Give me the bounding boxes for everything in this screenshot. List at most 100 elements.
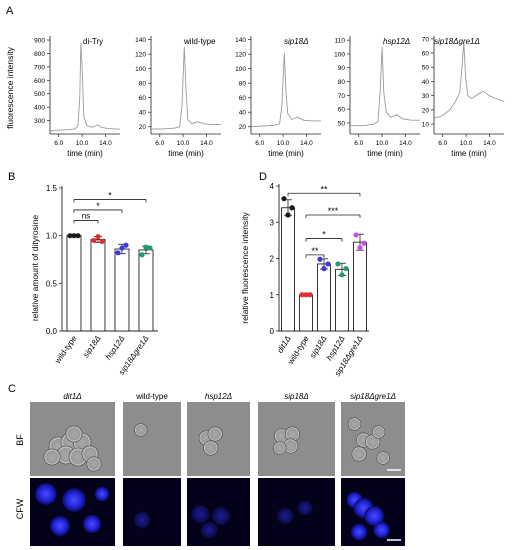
stained-cell	[277, 507, 294, 525]
significance-label: **	[320, 184, 328, 194]
y-tick-label: 50	[422, 65, 430, 72]
x-tick-label: 6.0	[438, 140, 447, 147]
data-point	[119, 245, 125, 251]
data-point	[339, 272, 345, 278]
stained-cell	[201, 521, 218, 539]
y-tick-label: 80	[139, 81, 147, 88]
data-point	[343, 266, 349, 272]
y-tick-label: 600	[34, 78, 45, 85]
stained-cell	[50, 516, 70, 536]
bar	[299, 294, 313, 332]
calcofluor-image	[258, 478, 335, 546]
data-point	[99, 238, 105, 244]
panel-label-c: C	[8, 383, 16, 395]
calcofluor-image	[123, 478, 181, 546]
yeast-cell	[372, 425, 386, 439]
yeast-cell	[86, 456, 102, 472]
y-tick-label: 60	[239, 95, 247, 102]
y-tick-label: 40	[422, 79, 430, 86]
y-tick-label: 1.0	[46, 232, 58, 241]
data-point	[303, 292, 309, 298]
x-axis-label: time (min)	[268, 149, 304, 158]
x-tick-label: 6.0	[255, 140, 264, 147]
category-label: dit1Δ	[275, 334, 292, 354]
column-label: hsp12Δ	[205, 392, 232, 401]
significance-label: **	[311, 246, 319, 256]
data-point	[91, 237, 97, 244]
dityrosine-y-axis-label: relative amount of dityrosine	[30, 215, 40, 322]
y-tick-label: 70	[338, 93, 346, 100]
fluorescence-bar-chart: 01234dit1Δwild-typesip18Δhsp12Δsip18Δgre…	[270, 182, 369, 378]
y-tick-label: 120	[135, 52, 146, 59]
y-tick-label: 30	[422, 93, 430, 100]
data-point	[353, 232, 359, 238]
chromatogram-trace	[250, 52, 321, 128]
x-tick-label: 10.0	[376, 140, 389, 147]
bright-field-image	[123, 402, 181, 476]
data-point	[67, 233, 73, 239]
y-tick-label: 80	[239, 81, 247, 88]
y-tick-label: 100	[135, 66, 146, 73]
x-axis-label: time (min)	[67, 149, 103, 158]
bar	[114, 248, 130, 332]
x-tick-label: 14.0	[99, 140, 112, 147]
y-tick-label: 100	[235, 66, 246, 73]
y-tick-label: 10	[422, 122, 430, 129]
y-tick-label: 4	[270, 182, 275, 191]
yeast-cell	[207, 426, 223, 442]
data-point	[321, 266, 327, 272]
y-tick-label: 1.5	[46, 184, 58, 193]
x-tick-label: 14.0	[200, 140, 213, 147]
category-label: sip18Δ	[81, 334, 102, 359]
row-label-bf: BF	[15, 434, 25, 446]
y-tick-label: 0	[270, 327, 275, 336]
y-tick-label: 0.0	[46, 327, 58, 336]
y-tick-label: 50	[338, 120, 346, 127]
column-label: dit1Δ	[63, 392, 81, 401]
trace-series-label: wild-type	[183, 37, 216, 46]
y-tick-label: 100	[334, 51, 345, 58]
column-label: sip18Δgre1Δ	[350, 392, 396, 401]
y-tick-label: 2	[270, 255, 275, 264]
stained-cell	[35, 483, 57, 505]
data-point	[307, 292, 313, 298]
column-label: sip18Δ	[284, 392, 309, 401]
significance-label: *	[96, 201, 100, 211]
bar	[281, 207, 295, 332]
bar	[66, 235, 82, 332]
chromatogram-y-axis-label: fluorescence intensity	[5, 46, 15, 128]
data-point	[75, 233, 81, 239]
x-axis-label: time (min)	[367, 149, 403, 158]
y-tick-label: 90	[338, 65, 346, 72]
bar	[90, 239, 106, 332]
y-tick-label: 700	[34, 64, 45, 71]
yeast-cell	[273, 441, 287, 455]
significance-label: ns	[82, 211, 90, 220]
column-label: wild-type	[135, 392, 168, 401]
y-tick-label: 0.5	[46, 279, 58, 288]
yeast-cell	[351, 446, 367, 462]
data-point	[325, 261, 331, 267]
yeast-cell	[376, 451, 390, 465]
data-point	[95, 234, 101, 240]
data-point	[299, 292, 305, 298]
chromatogram-trace	[433, 41, 505, 119]
y-tick-label: 800	[34, 51, 45, 58]
panel-label-b: B	[8, 171, 15, 183]
data-point	[289, 205, 295, 211]
stained-cell	[373, 521, 390, 539]
chromatogram-trace	[350, 46, 420, 127]
yeast-cell	[65, 425, 83, 443]
y-tick-label: 1	[270, 291, 275, 300]
y-tick-label: 60	[422, 51, 430, 58]
data-point	[361, 240, 367, 246]
data-point	[115, 250, 121, 256]
x-tick-label: 10.0	[177, 140, 190, 147]
x-tick-label: 10.0	[460, 140, 473, 147]
y-tick-label: 500	[34, 91, 45, 98]
y-tick-label: 80	[338, 79, 346, 86]
y-tick-label: 900	[34, 38, 45, 45]
significance-label: *	[322, 230, 326, 240]
